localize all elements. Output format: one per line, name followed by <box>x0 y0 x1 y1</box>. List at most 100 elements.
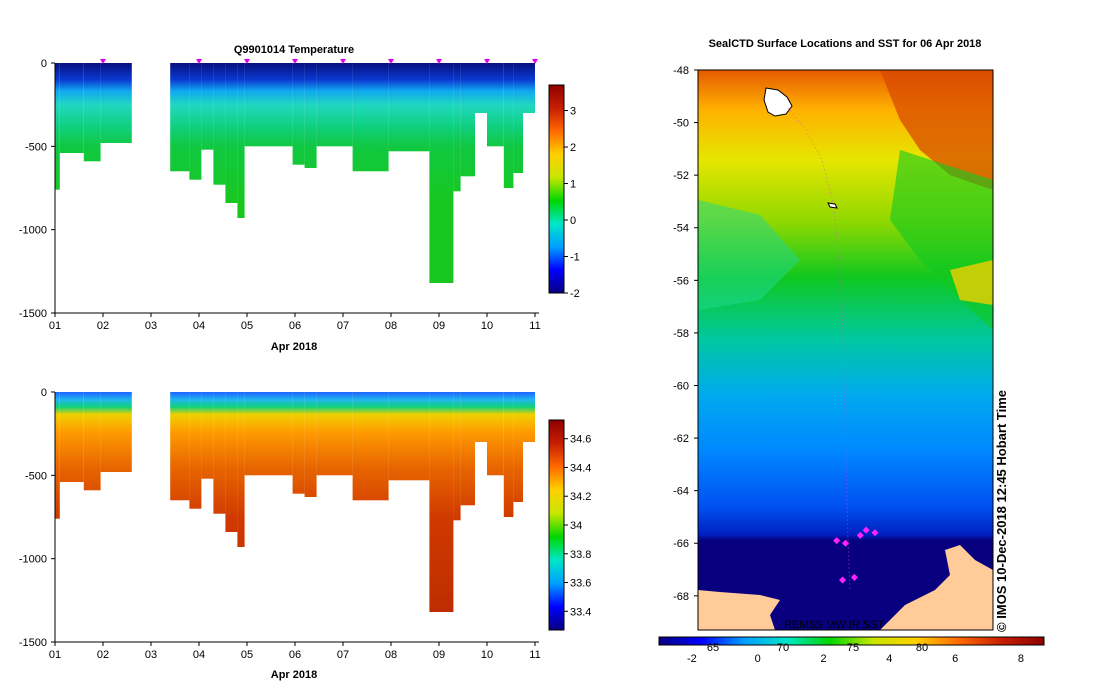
x-tick-label: 09 <box>433 320 445 332</box>
profile-column <box>487 63 504 147</box>
y-tick-label: -500 <box>25 141 47 153</box>
profile-marker <box>484 59 490 64</box>
profile-column <box>213 63 226 185</box>
profile-markers <box>100 59 538 64</box>
profile-column <box>513 63 523 173</box>
sst-map-panel: SealCTD Surface Locations and SST for 06… <box>658 38 1045 665</box>
profile-column <box>225 392 238 532</box>
profile-column <box>55 392 60 519</box>
profile-column <box>100 63 132 143</box>
seal-point <box>871 529 879 537</box>
colorbar-tick-label: 34.6 <box>570 434 591 446</box>
lat-tick-label: -54 <box>673 223 689 235</box>
sst-cool-patch <box>698 200 800 310</box>
salinity-colorbar: 34.6 34.4 34.2 34 33.8 33.6 33.4 <box>548 419 591 631</box>
temperature-title: Q9901014 Temperature <box>234 44 354 56</box>
profile-column <box>201 392 214 479</box>
y-tick-label: 0 <box>41 387 47 399</box>
seal-point <box>862 526 870 534</box>
profile-column <box>316 63 353 147</box>
x-tick-label: 06 <box>289 320 301 332</box>
y-tick-label: -1500 <box>19 637 47 649</box>
profile-marker <box>292 59 298 64</box>
profile-column <box>352 392 389 501</box>
profile-column <box>513 392 523 502</box>
profile-marker <box>436 59 442 64</box>
x-tick-label: 06 <box>289 649 301 661</box>
x-tick-label: 08 <box>385 320 397 332</box>
x-tick-label: 05 <box>241 649 253 661</box>
profile-column <box>237 392 245 547</box>
x-tick-label: 11 <box>529 320 540 332</box>
sst-colorbar-tick-label: 4 <box>886 653 892 665</box>
seal-surface-points <box>833 526 879 584</box>
profile-column <box>453 63 461 192</box>
profile-column <box>460 392 475 506</box>
x-tick-label: 02 <box>97 320 109 332</box>
profile-column <box>189 63 202 180</box>
profile-column <box>304 63 317 168</box>
profile-column <box>388 392 430 481</box>
x-tick-label: 08 <box>385 649 397 661</box>
sst-warm-patch <box>880 70 993 190</box>
salinity-profiles <box>55 392 535 612</box>
x-tick-label: 04 <box>193 320 205 332</box>
seal-point <box>856 531 864 539</box>
profile-column <box>292 392 305 494</box>
profile-column <box>475 392 487 442</box>
y-tick-label: -500 <box>25 470 47 482</box>
colorbar-tick-label: 34.4 <box>570 462 591 474</box>
profile-column <box>475 63 487 113</box>
x-tick-label: 02 <box>97 649 109 661</box>
x-tick-label: 03 <box>145 320 157 332</box>
salinity-xlabel: Apr 2018 <box>271 669 317 681</box>
colorbar-tick-label: 2 <box>570 142 576 154</box>
colorbar-scale <box>548 419 565 631</box>
lat-tick-label: -66 <box>673 538 689 550</box>
profile-marker <box>532 59 538 64</box>
sst-colorbar-tick-label: 8 <box>1018 653 1024 665</box>
sst-colorbar-tick-label: -2 <box>687 653 697 665</box>
lat-tick-label: -56 <box>673 275 689 287</box>
x-tick-label: 05 <box>241 320 253 332</box>
profile-column <box>244 392 293 476</box>
profile-column <box>189 392 202 509</box>
seal-point <box>850 573 858 581</box>
y-tick-label: -1000 <box>19 225 47 237</box>
profile-column <box>237 63 245 218</box>
seal-point <box>839 576 847 584</box>
profile-column <box>388 63 430 152</box>
colorbar-tick-label: 33.8 <box>570 549 591 561</box>
profile-column <box>170 63 190 172</box>
lon-tick-label: 70 <box>777 642 789 654</box>
colorbar-tick-label: 33.6 <box>570 578 591 590</box>
x-tick-label: 10 <box>481 649 493 661</box>
seal-point <box>841 539 850 547</box>
profile-column <box>83 392 101 491</box>
x-tick-label: 07 <box>337 649 349 661</box>
x-tick-label: 09 <box>433 649 445 661</box>
profile-column <box>523 63 535 113</box>
sst-colorbar-tick-label: 0 <box>755 653 761 665</box>
seal-point <box>833 537 841 545</box>
profile-column <box>352 63 389 172</box>
x-tick-label: 10 <box>481 320 493 332</box>
profile-column <box>503 63 514 188</box>
temperature-xlabel: Apr 2018 <box>271 341 317 353</box>
map-source-label: REMSS MW IR SST <box>784 619 885 631</box>
profile-column <box>429 63 454 283</box>
profile-column <box>453 392 461 521</box>
kerguelen-island <box>763 87 793 117</box>
profile-column <box>201 63 214 150</box>
colorbar-tick-label: 3 <box>570 106 576 118</box>
profile-column <box>523 392 535 442</box>
profile-marker <box>244 59 250 64</box>
lat-tick-label: -68 <box>673 591 689 603</box>
colorbar-tick-label: 34.2 <box>570 491 591 503</box>
colorbar-tick-label: -2 <box>570 288 580 300</box>
colorbar-scale <box>548 84 565 294</box>
profile-column <box>213 392 226 514</box>
profile-column <box>460 63 475 177</box>
